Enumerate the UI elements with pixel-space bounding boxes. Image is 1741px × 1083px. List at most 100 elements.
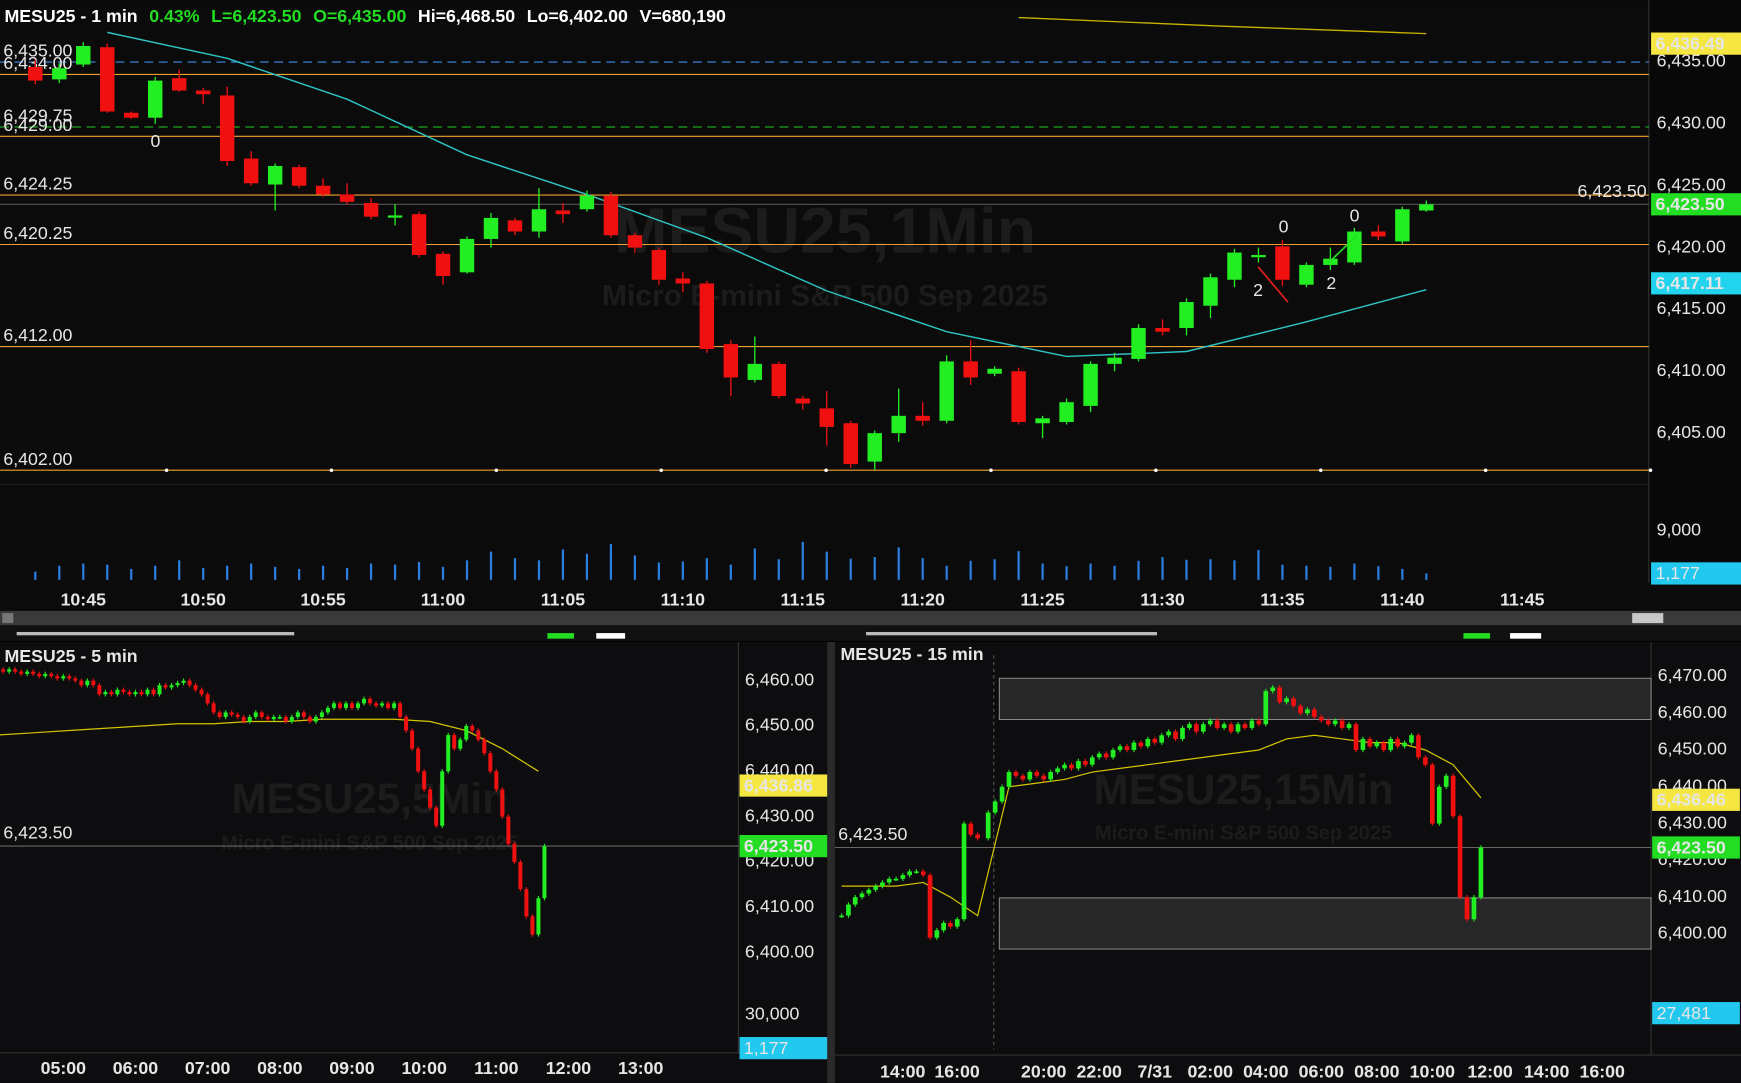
x-tick-label: 05:00 (41, 1058, 87, 1078)
candle-body (891, 415, 906, 434)
tab-marker (1510, 633, 1542, 639)
candle-body (500, 789, 505, 817)
time-axis (0, 583, 1741, 611)
candle-body (325, 707, 330, 713)
candle-body (1059, 402, 1074, 422)
last: L=6,423.50 (211, 6, 301, 26)
x-tick-label: 11:15 (781, 590, 826, 610)
y-tick-label: 6,460.00 (1658, 702, 1727, 722)
candle-body (985, 812, 991, 839)
tab-indicator (866, 631, 1157, 636)
candle-body (295, 712, 300, 717)
candle-body (1173, 731, 1178, 739)
candle-body (1299, 264, 1314, 285)
volume-tag-label: 1,177 (1656, 563, 1700, 583)
candle-body (1013, 772, 1019, 776)
candle-body (1298, 705, 1303, 714)
candle-body (1035, 418, 1050, 424)
x-tick-label: 06:00 (1299, 1061, 1345, 1081)
moving-average (107, 31, 1427, 358)
price-zone (998, 897, 1652, 950)
candle-body (368, 698, 373, 704)
x-tick-label: 04:00 (1243, 1061, 1289, 1081)
candle-body (459, 238, 475, 273)
candle-body (181, 680, 186, 683)
candle-body (927, 875, 933, 938)
candle-body (422, 771, 427, 790)
volume-tick-label: 30,000 (745, 1004, 799, 1024)
candle-body (435, 253, 451, 277)
candle-body (839, 915, 844, 918)
candle-body (175, 682, 180, 686)
candle-body (1381, 742, 1387, 750)
candle-body (488, 753, 493, 772)
price-tag-label: 6,423.50 (744, 836, 813, 856)
pane-splitter[interactable] (827, 641, 835, 1083)
candle-body (1275, 246, 1290, 280)
trade-arrow (1257, 266, 1289, 303)
candle-body (1166, 731, 1171, 736)
last-price-label: 6,423.50 (3, 823, 72, 843)
candle-body (795, 398, 810, 404)
candle-body (151, 689, 156, 695)
price-tag (739, 835, 828, 858)
last-price-label: 6,423.50 (838, 824, 907, 844)
x-tick-label: 11:40 (1380, 590, 1425, 610)
candle-body (1083, 761, 1088, 765)
level-dot (989, 468, 993, 473)
x-tick-label: 11:10 (661, 590, 706, 610)
level-dot (1483, 468, 1488, 473)
candle-body (37, 673, 42, 677)
candle-body (247, 716, 252, 722)
candle-body (1011, 371, 1026, 422)
candle-body (277, 716, 282, 719)
candle-body (434, 807, 439, 826)
candle-body (1395, 209, 1410, 242)
watermark: MESU25,5Min (231, 775, 508, 822)
scroll-thumb[interactable] (1632, 613, 1664, 624)
candle-body (1450, 775, 1456, 817)
candle-body (1332, 720, 1338, 725)
candle-body (61, 676, 66, 679)
candle-body (1251, 255, 1266, 258)
level-dot (494, 468, 499, 473)
candle-body (199, 689, 204, 695)
candle-body (992, 801, 998, 813)
x-tick-label: 10:45 (61, 590, 107, 610)
candle-body (85, 680, 90, 686)
level-dot (659, 468, 663, 473)
price-tag-label: 6,417.11 (1656, 273, 1724, 293)
candle-body (7, 669, 12, 672)
candle-body (219, 95, 235, 162)
scroll-left[interactable] (2, 613, 14, 624)
candle-body (1227, 252, 1242, 280)
level-dot (1648, 468, 1653, 473)
candle-body (900, 875, 906, 879)
candle-body (470, 726, 475, 731)
price-tag-label: 6,423.50 (1656, 194, 1725, 214)
candle-body (1076, 761, 1081, 769)
candle-body (1041, 775, 1047, 780)
price-tag-label: 6,436.46 (1657, 790, 1726, 810)
candle-body (145, 689, 150, 695)
candle-body (1180, 727, 1185, 739)
candle-body (555, 210, 571, 215)
price-level-label: 6,402.00 (3, 449, 72, 469)
candle-body (1194, 724, 1199, 732)
y-tick-label: 6,415.00 (1657, 298, 1726, 318)
x-tick-label: 13:00 (618, 1058, 664, 1078)
change: 0.43% (149, 6, 200, 26)
candle-body (934, 930, 940, 938)
candle-body (1353, 724, 1359, 750)
scrollbar[interactable] (0, 610, 1741, 626)
x-tick-label: 10:00 (1410, 1061, 1456, 1081)
candle-body (133, 692, 138, 695)
candle-body (103, 692, 108, 695)
x-tick-label: 09:00 (329, 1058, 375, 1078)
candle-body (880, 882, 885, 887)
volume-tag (1652, 1002, 1740, 1025)
candle-body (313, 716, 318, 722)
price-level-label: 6,412.00 (3, 325, 72, 345)
y-tick-label: 6,450.00 (745, 715, 814, 735)
x-tick-label: 22:00 (1077, 1061, 1123, 1081)
